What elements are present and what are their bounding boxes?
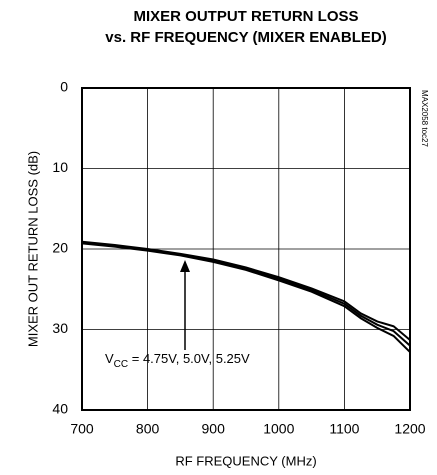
plot-frame bbox=[81, 87, 411, 411]
side-label: MAX2058 toc27 bbox=[420, 90, 429, 147]
x-tick-label: 1000 bbox=[263, 421, 294, 437]
series-line bbox=[81, 240, 411, 341]
chart-title: vs. RF FREQUENCY (MIXER ENABLED) bbox=[105, 29, 386, 46]
x-axis-label: RF FREQUENCY (MHz) bbox=[175, 453, 316, 468]
x-tick-label: 900 bbox=[202, 421, 226, 437]
arrow-head bbox=[180, 260, 190, 272]
y-tick-label: 0 bbox=[60, 79, 68, 95]
y-axis-label: MIXER OUT RETURN LOSS (dB) bbox=[25, 151, 40, 347]
series-line bbox=[81, 241, 411, 347]
annotation: VCC = 4.75V, 5.0V, 5.25V bbox=[105, 351, 250, 369]
chart-title: MIXER OUTPUT RETURN LOSS bbox=[133, 8, 358, 25]
x-tick-label: 700 bbox=[70, 421, 94, 437]
x-tick-label: 1100 bbox=[329, 421, 359, 437]
x-tick-label: 800 bbox=[136, 421, 160, 437]
y-tick-label: 20 bbox=[52, 240, 68, 256]
x-tick-label: 1200 bbox=[394, 421, 425, 437]
y-tick-label: 30 bbox=[52, 320, 68, 336]
series-line bbox=[81, 242, 411, 353]
annotation-subscript: CC bbox=[114, 359, 128, 370]
annotation-base: V bbox=[105, 351, 114, 366]
y-tick-label: 40 bbox=[52, 401, 68, 417]
annotation-rest: = 4.75V, 5.0V, 5.25V bbox=[128, 351, 250, 366]
y-tick-label: 10 bbox=[52, 159, 68, 175]
